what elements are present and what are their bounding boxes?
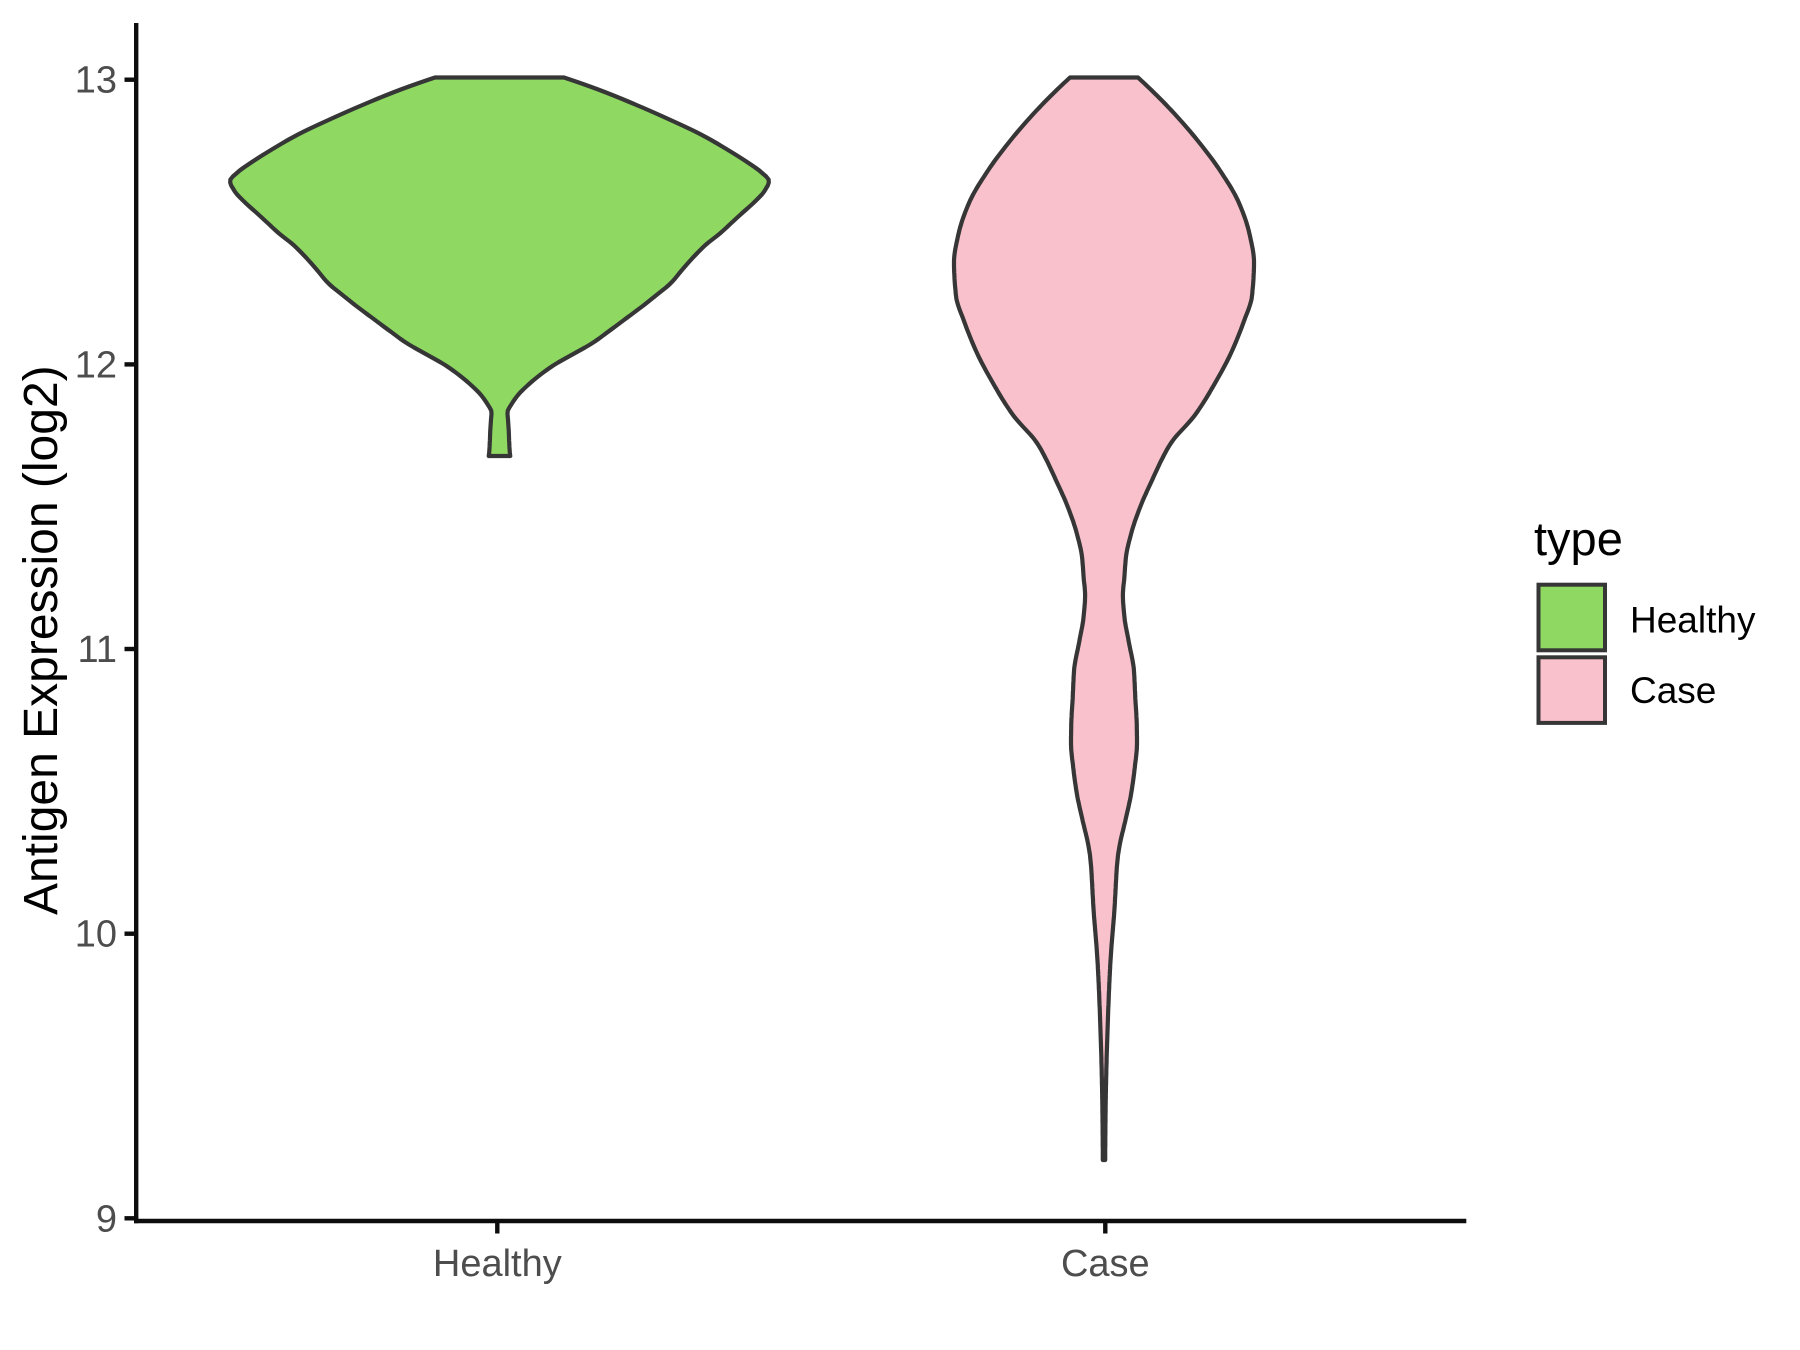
svg-text:Healthy: Healthy: [433, 1243, 562, 1285]
svg-text:Antigen Expression (log2): Antigen Expression (log2): [15, 365, 68, 915]
svg-text:10: 10: [75, 914, 117, 956]
svg-text:9: 9: [96, 1198, 117, 1240]
svg-text:Case: Case: [1061, 1243, 1150, 1285]
svg-text:Healthy: Healthy: [1630, 600, 1756, 641]
svg-text:type: type: [1534, 512, 1623, 565]
svg-text:12: 12: [75, 344, 117, 386]
svg-text:13: 13: [75, 60, 117, 102]
svg-text:Case: Case: [1630, 670, 1716, 711]
svg-text:11: 11: [78, 629, 117, 671]
